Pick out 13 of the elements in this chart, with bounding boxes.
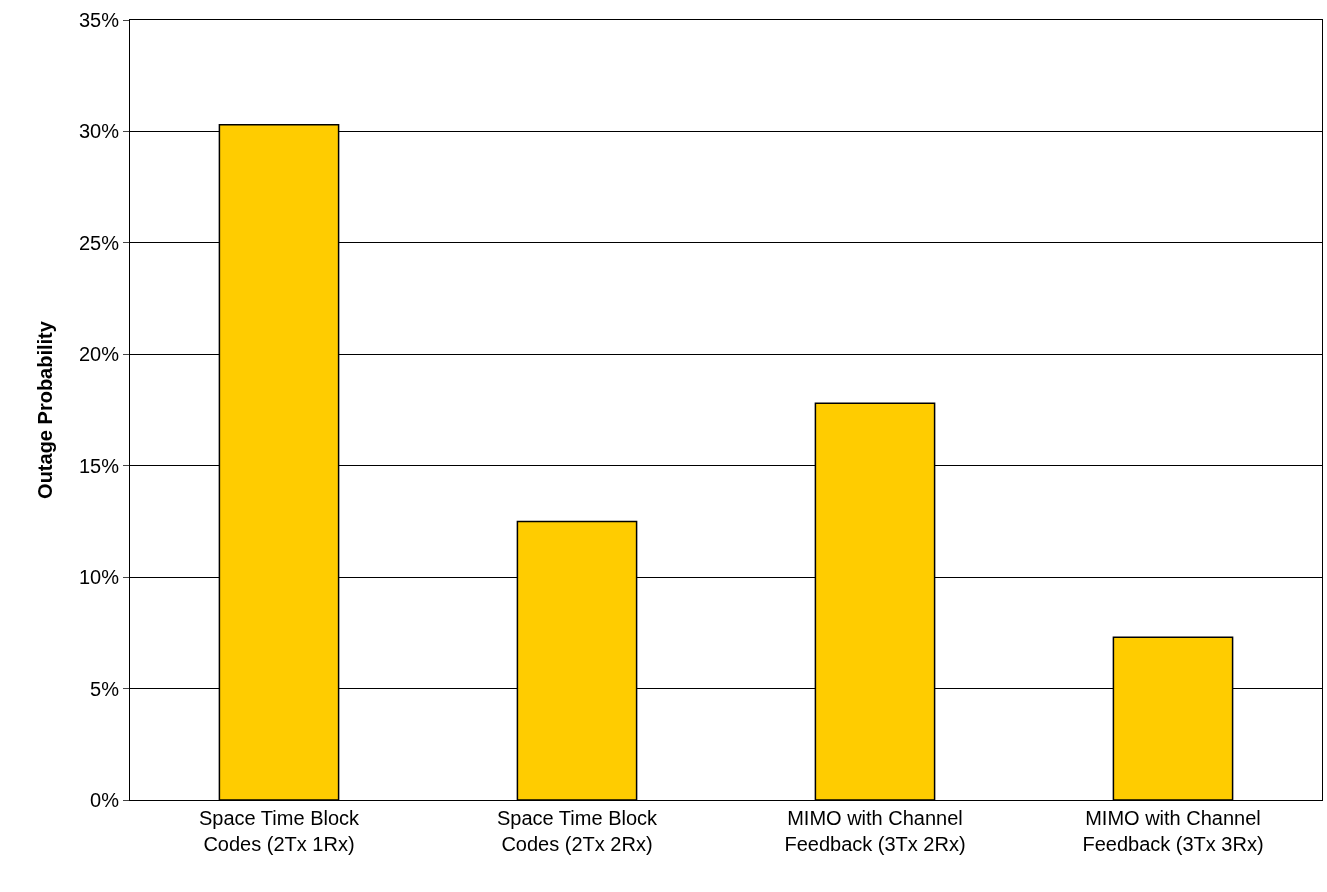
x-tick-label: Space Time Block Codes (2Tx 2Rx) — [496, 807, 659, 855]
x-tick-label: Space Time Block Codes (2Tx 1Rx) — [198, 807, 361, 855]
y-tick-label: 35% — [78, 9, 120, 31]
x-tick-label: MIMO with Channel Feedback (3Tx 2Rx) — [784, 807, 966, 855]
y-tick-label: 0% — [90, 789, 120, 811]
y-tick-label: 20% — [78, 343, 120, 366]
y-tick-label: 25% — [78, 231, 120, 254]
y-tick-label: 5% — [90, 677, 120, 700]
y-tick-label: 15% — [78, 454, 120, 477]
x-tick-label: MIMO with Channel Feedback (3Tx 3Rx) — [1082, 807, 1264, 855]
y-tick-label: 30% — [78, 120, 120, 143]
y-tick-label: 10% — [78, 566, 120, 589]
y-axis-title: Outage Probability — [34, 320, 57, 499]
